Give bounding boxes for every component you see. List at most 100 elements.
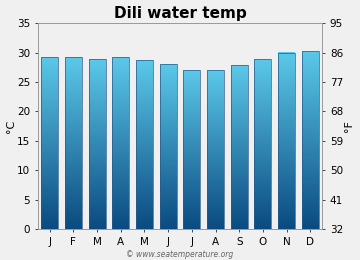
- Bar: [41, 184, 58, 185]
- Bar: [112, 95, 129, 96]
- Bar: [89, 143, 105, 144]
- Bar: [278, 157, 295, 158]
- Bar: [278, 65, 295, 66]
- Bar: [112, 208, 129, 209]
- Bar: [255, 102, 271, 103]
- Bar: [207, 153, 224, 154]
- Bar: [41, 88, 58, 89]
- Bar: [231, 228, 248, 229]
- Bar: [207, 116, 224, 118]
- Bar: [89, 60, 105, 61]
- Bar: [207, 72, 224, 73]
- Bar: [136, 193, 153, 194]
- Bar: [112, 207, 129, 209]
- Bar: [183, 224, 201, 225]
- Bar: [231, 175, 248, 176]
- Bar: [207, 89, 224, 90]
- Bar: [159, 82, 177, 83]
- Bar: [136, 120, 153, 121]
- Bar: [207, 216, 224, 217]
- Bar: [278, 72, 295, 73]
- Bar: [207, 104, 224, 105]
- Bar: [41, 106, 58, 107]
- Bar: [255, 96, 271, 97]
- Bar: [41, 135, 58, 136]
- Bar: [231, 128, 248, 129]
- Bar: [112, 145, 129, 146]
- Bar: [302, 179, 319, 180]
- Bar: [183, 149, 201, 150]
- Bar: [231, 153, 248, 154]
- Bar: [207, 99, 224, 100]
- Bar: [278, 213, 295, 214]
- Bar: [136, 151, 153, 152]
- Bar: [207, 188, 224, 189]
- Bar: [183, 95, 201, 96]
- Bar: [231, 131, 248, 132]
- Bar: [41, 113, 58, 114]
- Bar: [136, 104, 153, 105]
- Bar: [302, 53, 319, 54]
- Bar: [65, 162, 82, 163]
- Bar: [136, 159, 153, 160]
- Bar: [89, 114, 105, 115]
- Bar: [183, 175, 201, 176]
- Bar: [278, 123, 295, 124]
- Bar: [41, 76, 58, 77]
- Bar: [112, 143, 129, 144]
- Bar: [231, 220, 248, 221]
- Bar: [278, 135, 295, 136]
- Bar: [183, 198, 201, 199]
- Bar: [231, 94, 248, 95]
- Bar: [112, 217, 129, 218]
- Bar: [41, 179, 58, 180]
- Bar: [278, 125, 295, 126]
- Bar: [302, 207, 319, 209]
- Bar: [89, 110, 105, 111]
- Bar: [207, 161, 224, 162]
- Bar: [183, 221, 201, 222]
- Bar: [136, 227, 153, 228]
- Bar: [278, 98, 295, 99]
- Bar: [278, 119, 295, 120]
- Bar: [278, 90, 295, 91]
- Bar: [302, 192, 319, 193]
- Bar: [231, 115, 248, 116]
- Bar: [207, 70, 224, 229]
- Bar: [278, 159, 295, 160]
- Bar: [231, 66, 248, 67]
- Bar: [65, 109, 82, 110]
- Bar: [302, 69, 319, 70]
- Bar: [112, 142, 129, 143]
- Bar: [112, 228, 129, 229]
- Bar: [231, 191, 248, 192]
- Bar: [255, 113, 271, 114]
- Bar: [302, 147, 319, 148]
- Bar: [159, 100, 177, 101]
- Bar: [159, 159, 177, 160]
- Bar: [65, 156, 82, 157]
- Bar: [278, 61, 295, 62]
- Bar: [112, 117, 129, 118]
- Bar: [159, 95, 177, 96]
- Bar: [112, 215, 129, 216]
- Bar: [231, 113, 248, 114]
- Bar: [231, 134, 248, 135]
- Bar: [136, 181, 153, 182]
- Bar: [65, 89, 82, 90]
- Bar: [159, 184, 177, 185]
- Bar: [112, 218, 129, 219]
- Bar: [183, 176, 201, 177]
- Bar: [136, 65, 153, 66]
- Bar: [278, 188, 295, 189]
- Bar: [41, 173, 58, 174]
- Bar: [41, 174, 58, 175]
- Bar: [112, 147, 129, 148]
- Bar: [89, 220, 105, 221]
- Bar: [136, 94, 153, 95]
- Bar: [41, 119, 58, 120]
- Bar: [89, 194, 105, 195]
- Bar: [136, 214, 153, 216]
- Bar: [159, 173, 177, 174]
- Bar: [112, 182, 129, 183]
